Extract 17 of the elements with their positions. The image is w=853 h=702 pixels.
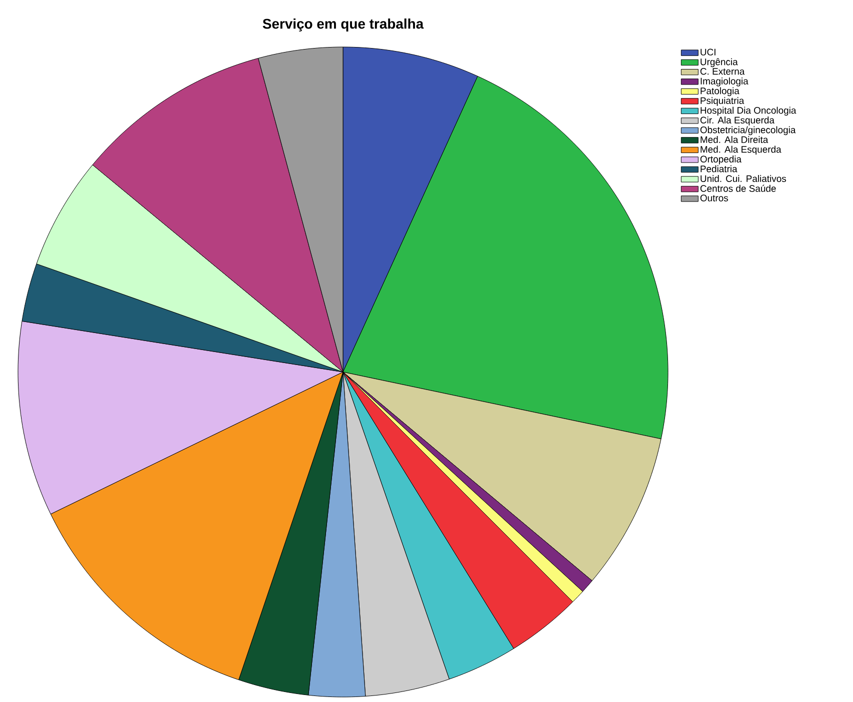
legend-label: Hospital Dia Oncologia <box>700 106 796 116</box>
legend-label: C. Externa <box>700 68 745 75</box>
legend-label: Obstetricia/ginecologia <box>700 126 796 136</box>
legend-label: Outros <box>700 194 728 202</box>
legend-label: Imagiologia <box>700 78 748 86</box>
legend-label: Med. Ala Direita <box>700 136 768 143</box>
legend-label: Med. Ala Esquerda <box>700 146 782 155</box>
legend-label: Urgência <box>700 58 738 68</box>
legend-label: Ortopedia <box>700 156 742 164</box>
legend-label: UCI <box>700 48 716 56</box>
legend-label: Unid. Cui. Paliativos <box>700 175 786 182</box>
legend-label: Patologia <box>700 87 740 96</box>
legend-label: Psiquiatria <box>700 97 744 106</box>
legend-label: Cir. Ala Esquerda <box>700 116 774 126</box>
legend-label: Pediatria <box>700 165 738 172</box>
legend-label: Centros de Saúde <box>700 184 776 192</box>
chart-title: Serviço em que trabalha <box>262 18 424 32</box>
